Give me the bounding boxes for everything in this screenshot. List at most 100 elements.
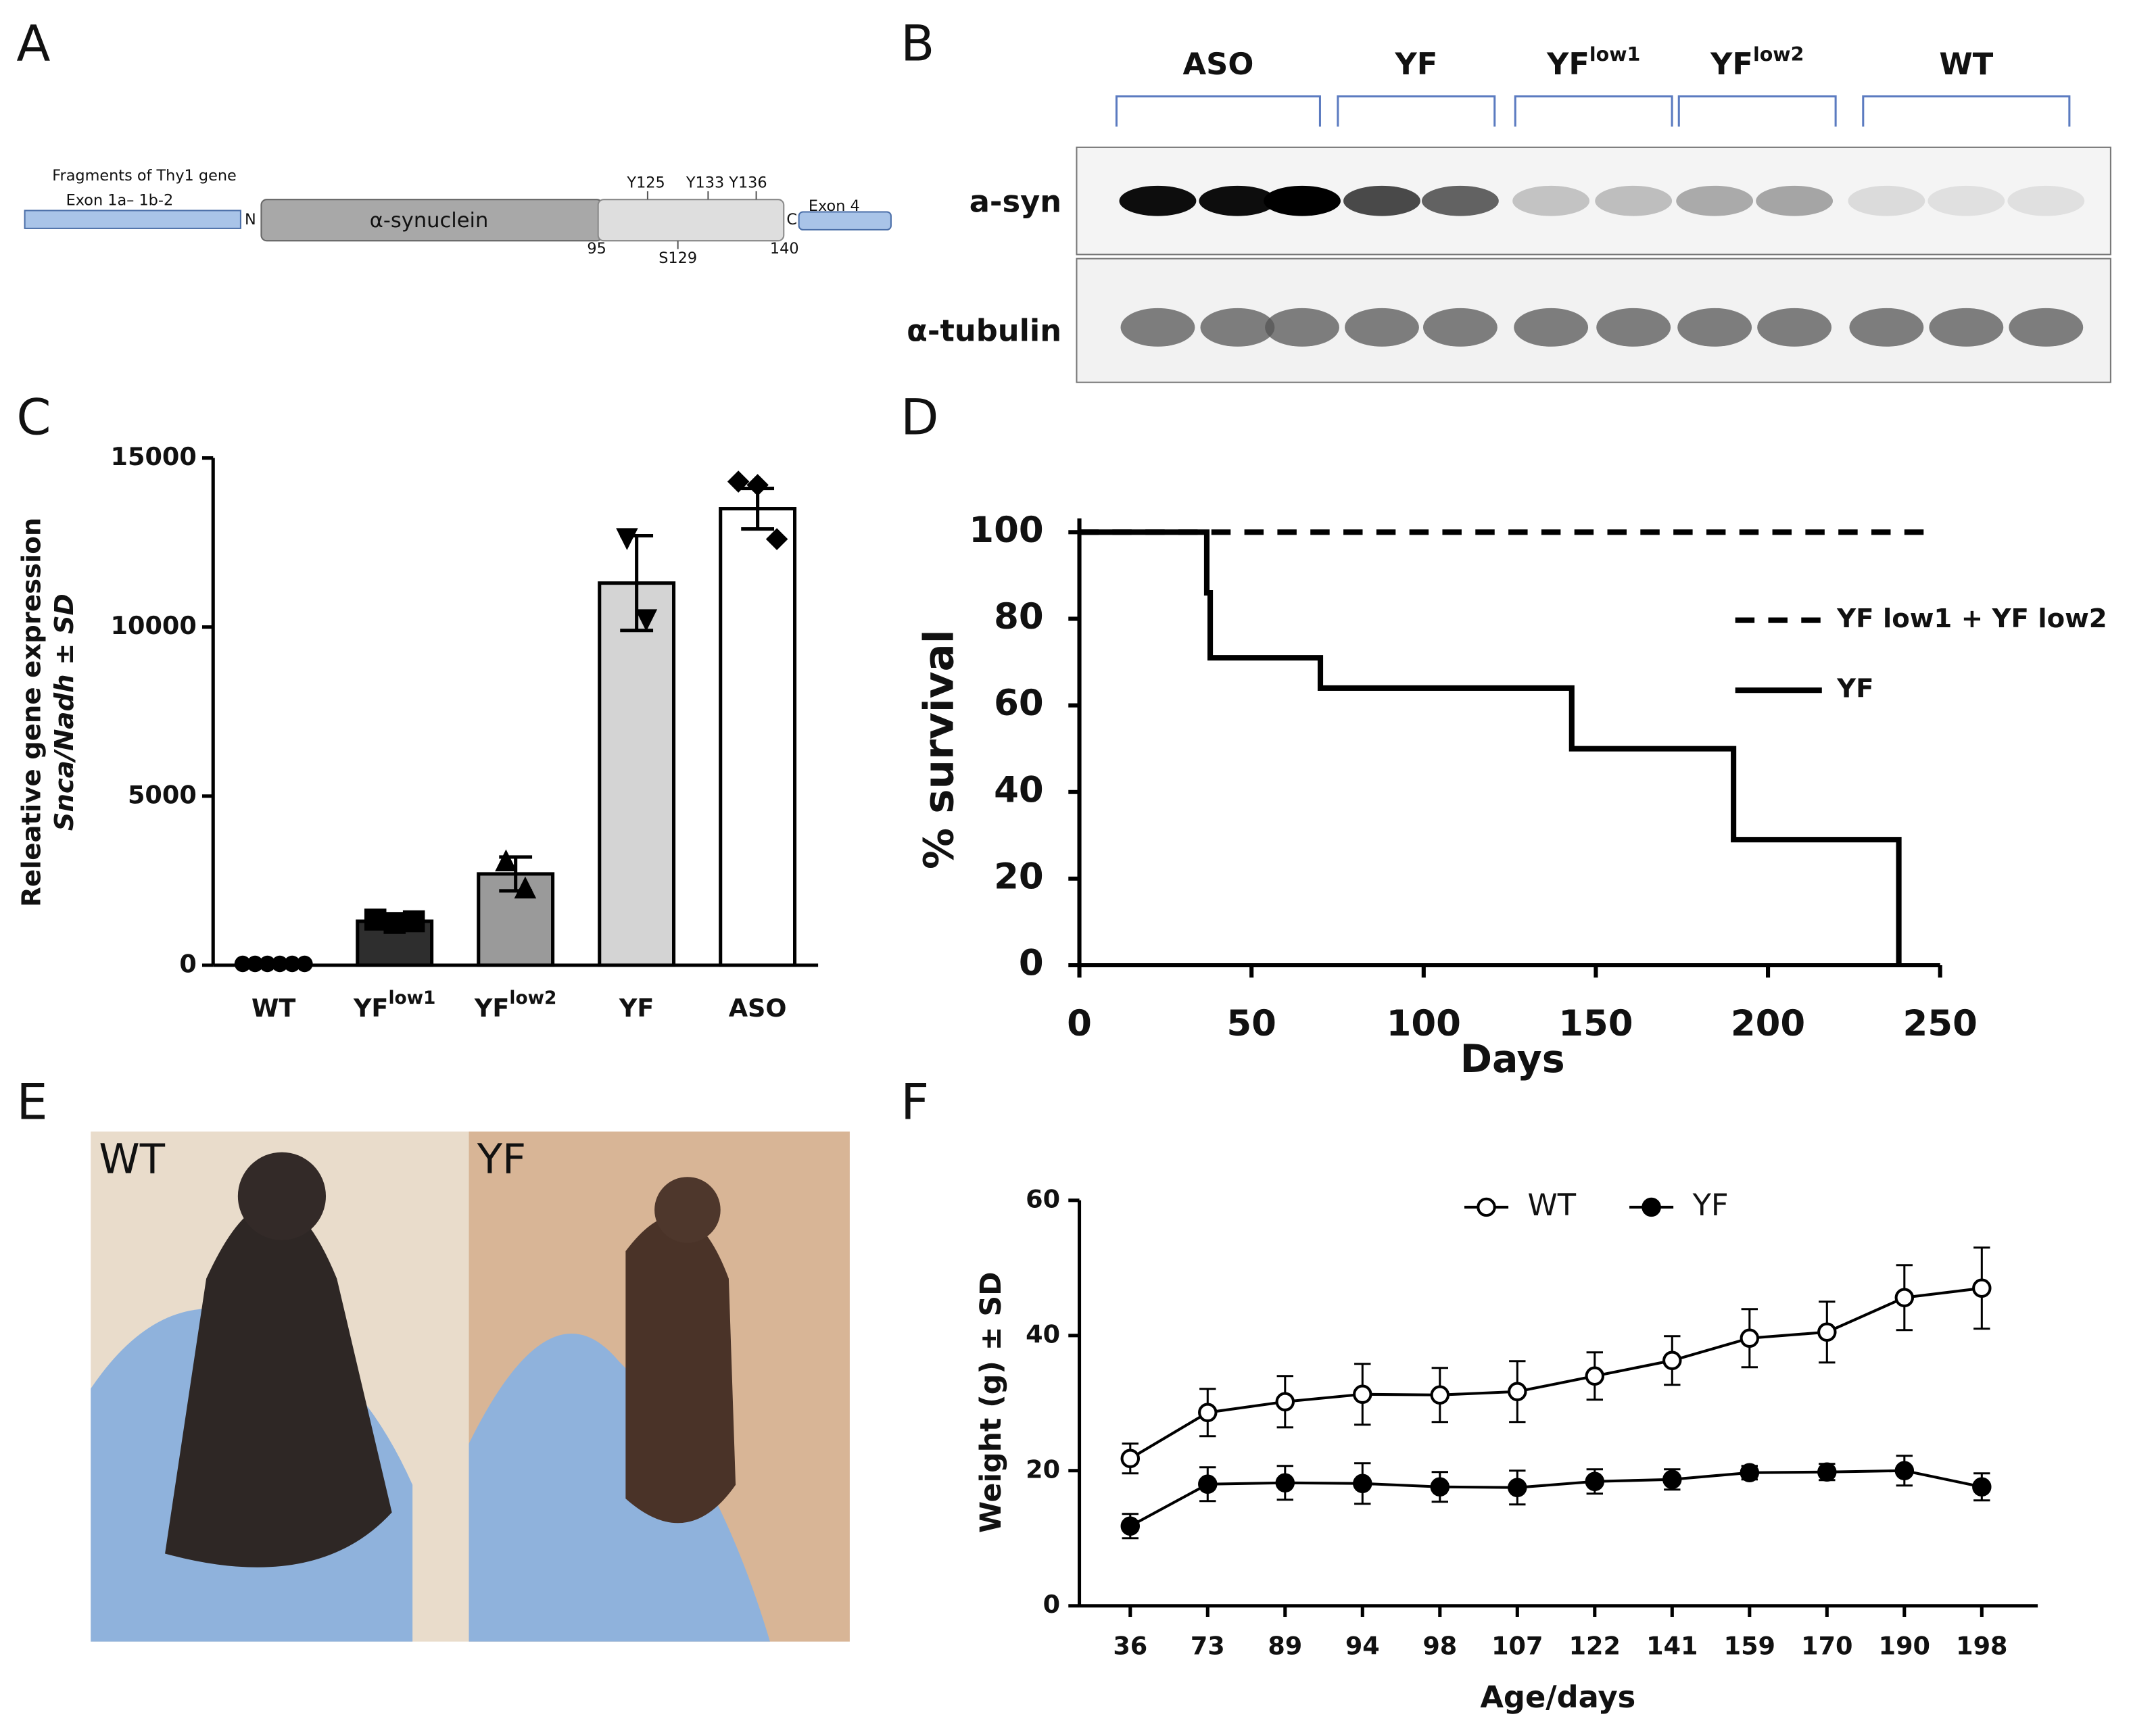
data-point: [1894, 1288, 1915, 1308]
data-point: [1662, 1469, 1682, 1489]
group-label-main: YF: [1546, 46, 1589, 82]
x-axis-label: Age/days: [1480, 1679, 1635, 1715]
data-point: [1972, 1278, 1992, 1298]
band: [1343, 185, 1420, 216]
x-tick-label: 200: [1731, 1003, 1805, 1044]
x-tick-label-main: YF: [619, 994, 654, 1023]
band: [1927, 185, 2005, 216]
x-tick-label: 190: [1879, 1631, 1930, 1660]
position-label: 95: [587, 240, 606, 258]
band: [2009, 308, 2084, 347]
mouse-head: [237, 1152, 327, 1240]
y-tick-label: 15000: [111, 442, 197, 471]
lane-bracket: [1115, 95, 1321, 127]
mouse: [165, 1202, 392, 1567]
glove: [469, 1334, 770, 1642]
data-point: [364, 908, 387, 931]
survival-line: [1079, 529, 1902, 966]
group-label-main: ASO: [1183, 46, 1254, 82]
exon-label: Exon 1a– 1b-2: [66, 192, 174, 210]
y-tick-label: 20: [994, 856, 1044, 898]
y-tick-label: 20: [1026, 1455, 1060, 1484]
x-axis-label: Days: [1460, 1037, 1565, 1081]
band: [1756, 185, 1834, 216]
band: [1929, 308, 2004, 347]
band: [1120, 308, 1195, 347]
band: [1514, 308, 1589, 347]
y-tick-label: 0: [1043, 1590, 1060, 1619]
y-tick-label: 10000: [111, 611, 197, 640]
y-axis-label: Weight (g) ± SD: [974, 1271, 1008, 1533]
band: [1199, 185, 1276, 216]
weight-line: [1129, 1286, 1982, 1460]
data-point: [1972, 1477, 1992, 1497]
data-point: [1120, 1449, 1141, 1468]
bar: [477, 872, 555, 967]
x-tick-label-sup: low1: [388, 988, 435, 1008]
data-point: [616, 528, 638, 550]
group-label-main: WT: [1939, 46, 1993, 82]
x-tick-label: 107: [1491, 1631, 1543, 1660]
mouse: [625, 1215, 736, 1524]
x-tick-label: 170: [1801, 1631, 1852, 1660]
x-tick-label: 100: [1387, 1003, 1461, 1044]
data-point: [1508, 1382, 1527, 1402]
x-tick-label: YFlow2: [474, 988, 557, 1023]
y-tick-label: 80: [994, 596, 1044, 637]
y-tick-label: 60: [994, 683, 1044, 724]
row-label: a-syn: [969, 183, 1061, 219]
c-terminal-bar: [597, 199, 785, 242]
data-point: [1353, 1474, 1372, 1493]
data-point: [1275, 1473, 1295, 1492]
band: [1200, 308, 1275, 347]
group-label: WT: [1939, 46, 1993, 82]
legend-marker: [1477, 1197, 1496, 1217]
group-label: YF: [1394, 46, 1437, 82]
band: [1421, 185, 1499, 216]
band: [1422, 308, 1498, 347]
data-point: [495, 849, 517, 872]
y-axis-label: Releative gene expression: [16, 518, 47, 907]
data-point: [1740, 1463, 1760, 1482]
panel-label: F: [901, 1073, 929, 1131]
x-tick-label: 122: [1569, 1631, 1621, 1660]
legend-label: YF: [1836, 674, 1873, 704]
data-point: [1662, 1351, 1682, 1371]
band: [1264, 185, 1341, 216]
group-label-main: YF: [1394, 46, 1437, 82]
panel-label: E: [16, 1073, 47, 1131]
band: [1676, 185, 1754, 216]
band: [1119, 185, 1197, 216]
data-point: [234, 955, 251, 973]
data-point: [765, 528, 788, 550]
x-tick-label: 36: [1113, 1631, 1147, 1660]
x-tick-label: 141: [1646, 1631, 1698, 1660]
site-label: S129: [658, 249, 697, 267]
x-tick-label-main: WT: [251, 994, 295, 1023]
data-point: [1817, 1322, 1837, 1342]
legend-label: YF low1 + YF low2: [1836, 604, 2107, 634]
y-tick-label: 40: [994, 769, 1044, 810]
x-tick-label-main: YF: [474, 994, 510, 1023]
group-label: YFlow1: [1546, 43, 1640, 81]
data-point: [1430, 1385, 1450, 1405]
lane-bracket: [1337, 95, 1496, 127]
group-label: ASO: [1183, 46, 1254, 82]
n-terminus: N: [245, 211, 256, 228]
x-tick-label: ASO: [729, 994, 787, 1023]
y-axis-label: % survival: [915, 629, 963, 869]
band: [1848, 185, 1925, 216]
data-point: [402, 910, 425, 933]
protein-label: α-synuclein: [370, 209, 489, 233]
x-tick-label: YFlow1: [353, 988, 436, 1023]
panel-label: C: [16, 389, 51, 447]
x-tick-label: 98: [1422, 1631, 1457, 1660]
bar: [598, 581, 676, 967]
data-point: [383, 912, 406, 934]
panel-label: A: [16, 15, 50, 72]
band: [1595, 185, 1673, 216]
exon-bar: [24, 210, 241, 229]
blot-strip: [1076, 146, 2111, 256]
row-label: α-tubulin: [907, 312, 1061, 348]
exon-bar: [798, 211, 892, 230]
